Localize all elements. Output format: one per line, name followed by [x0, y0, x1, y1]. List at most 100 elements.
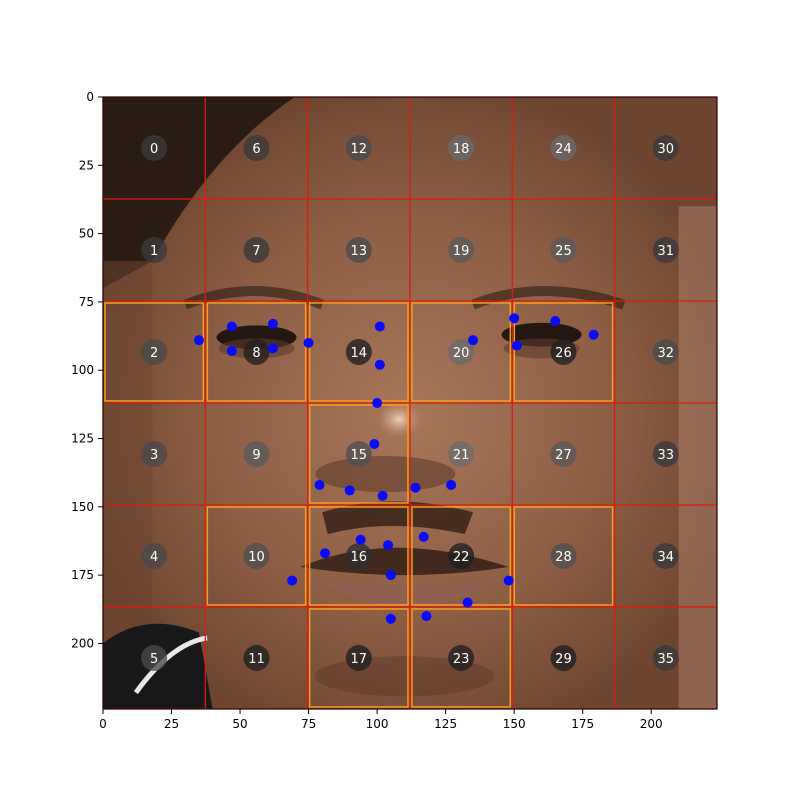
x-tick-label-150: 150	[503, 717, 526, 731]
cell-label-marker	[448, 134, 475, 161]
landmark-point-16	[509, 313, 520, 324]
landmark-point-7	[374, 359, 385, 370]
highlight-cell-10	[206, 506, 307, 606]
cell-label-4: 4	[141, 542, 168, 569]
cell-label-text: 12	[351, 142, 368, 157]
cell-label-18: 18	[448, 134, 475, 161]
cell-label-marker	[550, 338, 577, 365]
cell-label-text: 26	[555, 346, 572, 361]
highlight-cell-23	[411, 608, 512, 708]
cell-label-text: 15	[351, 448, 368, 463]
axes-frame	[102, 96, 718, 710]
cell-label-9: 9	[243, 440, 270, 467]
cell-label-24: 24	[550, 134, 577, 161]
cell-label-22: 22	[448, 542, 475, 569]
highlighted-cells	[104, 302, 614, 708]
cell-label-text: 19	[453, 244, 470, 259]
cell-label-marker	[345, 338, 372, 365]
landmark-point-25	[385, 570, 396, 581]
cell-label-marker	[141, 338, 168, 365]
landmark-point-18	[550, 316, 561, 327]
landmark-point-9	[369, 438, 380, 449]
cheek-right	[678, 206, 717, 709]
cell-label-text: 34	[658, 550, 675, 565]
cell-label-text: 18	[453, 142, 470, 157]
cell-label-3: 3	[141, 440, 168, 467]
cell-label-marker	[550, 236, 577, 263]
y-tick-label-150: 150	[71, 500, 94, 514]
cell-label-30: 30	[652, 134, 679, 161]
nose-highlight	[377, 401, 422, 438]
cell-label-marker	[550, 134, 577, 161]
cell-label-marker	[243, 542, 270, 569]
landmark-point-26	[503, 575, 514, 586]
cell-label-text: 21	[453, 448, 470, 463]
y-tick-label-100: 100	[71, 363, 94, 377]
x-tick-label-200: 200	[640, 717, 663, 731]
landmark-point-29	[421, 611, 432, 622]
highlight-cell-17	[308, 608, 409, 708]
landmark-point-14	[446, 479, 457, 490]
cell-label-text: 5	[150, 652, 158, 667]
landmark-point-13	[410, 482, 421, 493]
landmark-point-21	[383, 540, 394, 551]
landmark-points	[193, 313, 599, 624]
cell-label-marker	[243, 338, 270, 365]
cell-label-text: 14	[351, 346, 368, 361]
y-tick-label-25: 25	[79, 158, 94, 172]
cell-label-marker	[652, 338, 679, 365]
hair-right	[596, 97, 717, 261]
cell-label-marker	[448, 644, 475, 671]
landmark-point-12	[377, 490, 388, 501]
cell-label-text: 32	[658, 346, 675, 361]
cell-label-marker	[345, 134, 372, 161]
highlight-cell-20	[411, 302, 512, 402]
cell-label-2: 2	[141, 338, 168, 365]
landmark-point-28	[385, 613, 396, 624]
landmark-point-8	[372, 398, 383, 408]
landmark-point-4	[267, 343, 278, 354]
eyebrow-left	[183, 286, 325, 310]
landmark-point-24	[287, 575, 298, 586]
cell-label-5: 5	[141, 644, 168, 671]
cell-label-marker	[652, 134, 679, 161]
cell-label-marker	[243, 134, 270, 161]
cell-label-text: 30	[658, 142, 675, 157]
cell-label-32: 32	[652, 338, 679, 365]
cell-label-11: 11	[243, 644, 270, 671]
landmark-point-1	[226, 321, 237, 332]
highlight-cell-16	[308, 506, 409, 606]
x-tick-label-25: 25	[164, 717, 179, 731]
cell-label-marker	[345, 542, 372, 569]
x-tick-label-50: 50	[232, 717, 247, 731]
cell-label-10: 10	[243, 542, 270, 569]
landmark-point-20	[355, 534, 366, 545]
cell-label-marker	[141, 644, 168, 671]
y-tick-label-200: 200	[71, 636, 94, 650]
cell-label-text: 28	[555, 550, 572, 565]
cell-label-marker	[448, 236, 475, 263]
cell-label-text: 8	[252, 346, 260, 361]
cell-label-text: 3	[150, 448, 158, 463]
cell-label-marker	[345, 644, 372, 671]
cell-label-28: 28	[550, 542, 577, 569]
cell-label-text: 23	[453, 652, 470, 667]
cell-label-15: 15	[345, 440, 372, 467]
landmark-point-15	[468, 335, 479, 346]
cell-label-marker	[550, 542, 577, 569]
landmark-point-10	[314, 479, 325, 490]
cell-label-marker	[652, 440, 679, 467]
highlight-cell-22	[411, 506, 512, 606]
highlight-cell-2	[104, 302, 205, 402]
highlight-cell-28	[513, 506, 614, 606]
cell-label-marker	[243, 236, 270, 263]
x-tick-label-175: 175	[571, 717, 594, 731]
cell-label-35: 35	[652, 644, 679, 671]
cell-label-7: 7	[243, 236, 270, 263]
cell-label-26: 26	[550, 338, 577, 365]
cell-label-8: 8	[243, 338, 270, 365]
cell-label-marker	[345, 236, 372, 263]
mustache	[322, 501, 474, 535]
cell-label-29: 29	[550, 644, 577, 671]
